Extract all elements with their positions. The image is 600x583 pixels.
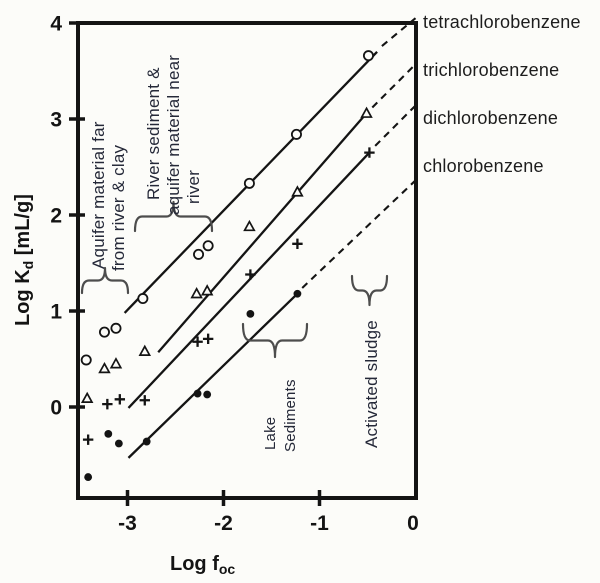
series-line-dashed-chlorobenzene — [301, 179, 417, 289]
marker-open-triangle — [291, 185, 304, 197]
legend-label-chlorobenzene: chlorobenzene — [423, 156, 544, 176]
region-annotations: Aquifer material far from river & clay R… — [89, 55, 381, 452]
marker-open-circle — [202, 240, 214, 252]
x-tick-label--3: -3 — [118, 512, 137, 535]
marker-plus — [202, 333, 214, 345]
marker-filled-circle — [293, 289, 302, 298]
marker-open-triangle — [109, 357, 123, 369]
brace-icon-aquifer-far — [80, 266, 130, 295]
marker-open-circle — [362, 50, 374, 62]
y-tick-label-2: 2 — [50, 205, 62, 228]
marker-open-circle — [290, 128, 302, 140]
series-line-trichlorobenzene — [157, 112, 368, 354]
marker-open-triangle — [98, 361, 111, 374]
annotation-river-near-line1: River sediment & — [144, 67, 163, 200]
annotation-river-near-line2: aquifer material near — [164, 55, 183, 215]
series-line-dashed-trichlorobenzene — [371, 63, 417, 109]
marker-plus — [364, 147, 375, 158]
marker-filled-circle — [114, 439, 123, 448]
marker-open-triangle — [138, 344, 152, 356]
series-line-chlorobenzene — [127, 292, 299, 459]
marker-plus — [102, 398, 113, 410]
x-tick-label--2: -2 — [214, 512, 233, 535]
marker-filled-circle — [142, 437, 151, 446]
marker-plus — [82, 434, 94, 445]
annotation-river-near-line3: river — [184, 170, 203, 204]
marker-open-circle — [137, 293, 149, 305]
marker-plus — [192, 336, 203, 347]
marker-open-circle — [98, 326, 110, 338]
x-tick-label--1: -1 — [310, 512, 329, 535]
marker-open-triangle — [243, 219, 256, 232]
plot-frame — [76, 21, 418, 500]
annotation-aquifer-far-line2: from river & clay — [109, 145, 128, 271]
marker-plus — [139, 395, 150, 406]
marker-plus — [114, 394, 126, 405]
annotation-lake-sediments-line2: Sediments — [282, 379, 299, 452]
annotation-activated-sludge: Activated sludge — [362, 320, 381, 448]
x-axis-label: Log foc — [170, 553, 235, 577]
marker-filled-circle — [84, 473, 93, 481]
annotation-aquifer-far-line1: Aquifer material far — [89, 121, 108, 269]
plot-area: 0 1 2 3 4 -3 -2 -1 0 — [50, 13, 419, 536]
series-line-dashed-dichlorobenzene — [374, 104, 417, 147]
legend-label-trichlorobenzene: trichlorobenzene — [423, 60, 560, 80]
marker-plus — [292, 238, 303, 249]
y-tick-label-4: 4 — [50, 13, 62, 36]
y-tick-label-0: 0 — [50, 397, 62, 420]
marker-filled-circle — [246, 309, 255, 318]
marker-open-circle — [110, 322, 122, 334]
series-line-dichlorobenzene — [127, 151, 371, 409]
marker-open-circle — [243, 177, 255, 189]
marker-open-triangle — [360, 106, 373, 118]
x-tick-label-0: 0 — [407, 512, 419, 535]
marker-filled-circle — [104, 429, 113, 438]
y-tick-label-3: 3 — [50, 109, 62, 132]
brace-icon-river-near — [133, 200, 214, 233]
y-axis-label: Log Kd [mL/g] — [12, 194, 36, 326]
brace-icon-activated-sludge — [350, 274, 389, 307]
marker-open-triangle — [200, 284, 214, 296]
marker-filled-circle — [193, 389, 202, 398]
legend-label-dichlorobenzene: dichlorobenzene — [423, 108, 559, 128]
marker-open-circle — [80, 354, 92, 366]
marker-open-triangle — [80, 391, 94, 404]
marker-open-circle — [193, 248, 205, 260]
brace-icon-lake-sediments — [241, 322, 309, 359]
marker-open-triangle — [190, 287, 203, 299]
marker-plus — [245, 269, 256, 280]
y-tick-label-1: 1 — [50, 301, 62, 324]
marker-filled-circle — [203, 390, 212, 399]
annotation-lake-sediments-line1: Lake — [262, 417, 279, 450]
legend-label-tetrachlorobenzene: tetrachlorobenzene — [423, 12, 581, 32]
